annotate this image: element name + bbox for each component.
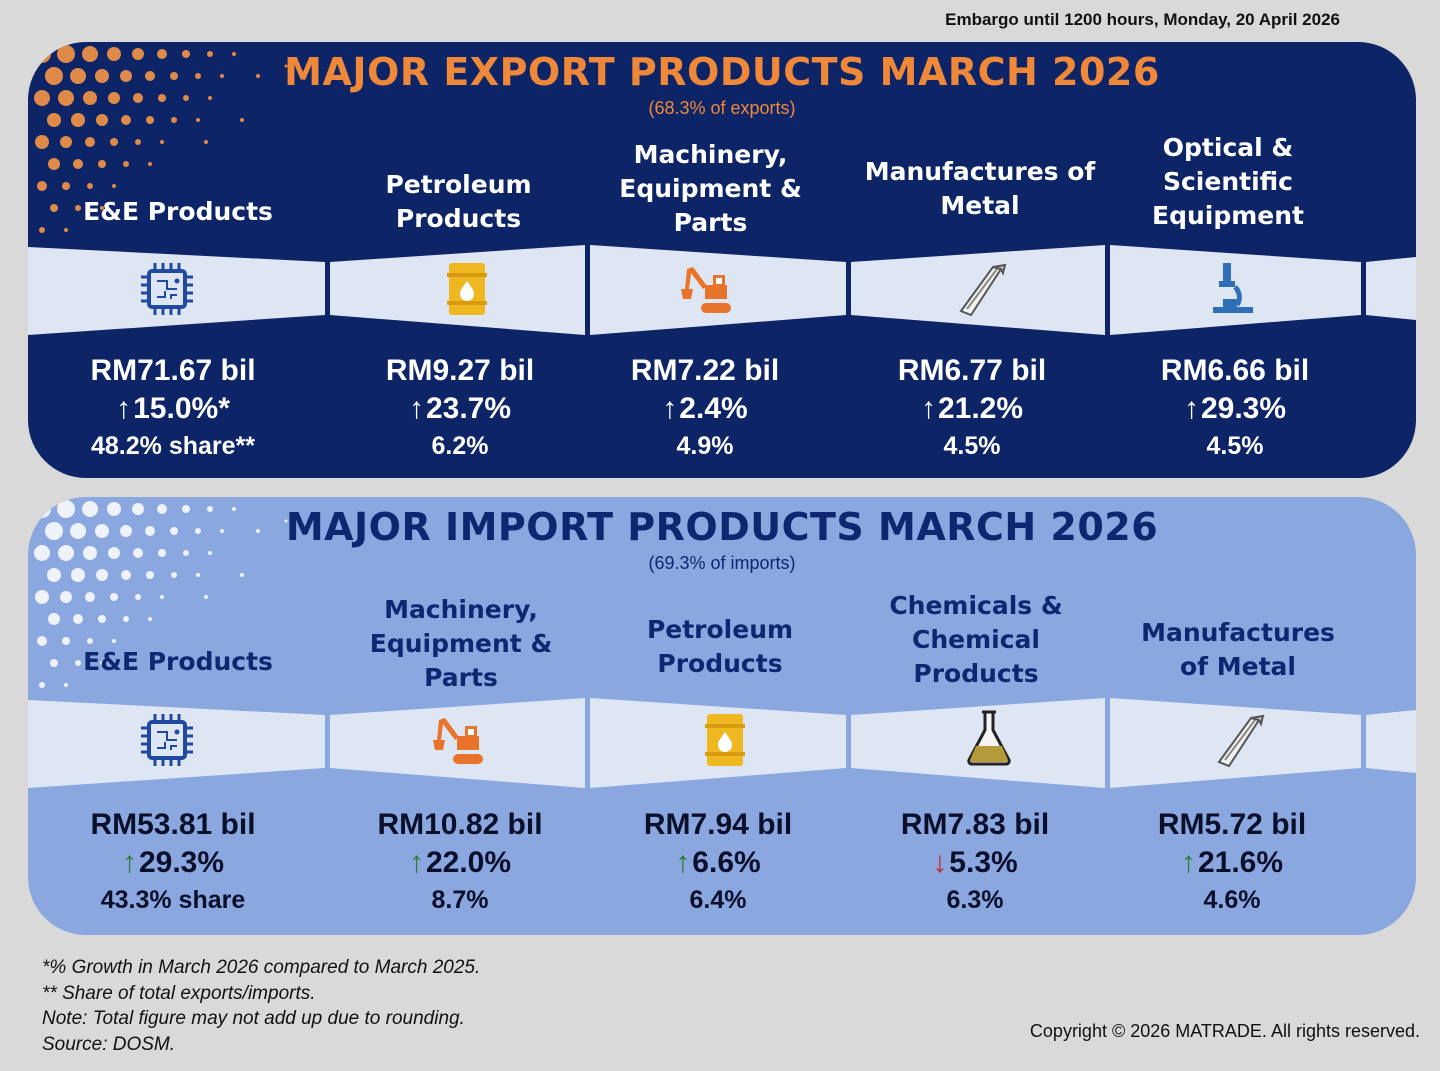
import-category-5: Manufactures of Metal [1141,618,1335,681]
growth: ↑23.7% [408,392,512,425]
share: 48.2% share** [90,432,255,460]
up-arrow-icon: ↑ [920,392,936,425]
import-category-1: E&E Products [83,647,273,676]
metal-beam-icon [1217,714,1265,768]
up-arrow-icon: ↑ [662,392,678,425]
growth: ↑29.3% [1183,392,1287,425]
export-stats-1: RM71.67 bil ↑15.0%* 48.2% share** [43,352,303,464]
growth: ↑15.0%* [116,392,230,425]
value: RM10.82 bil [377,808,543,841]
import-stats-3: RM7.94 bil ↑6.6% 6.4% [588,806,848,918]
import-stats-5: RM5.72 bil ↑21.6% 4.6% [1102,806,1362,918]
up-arrow-icon: ↑ [121,846,137,879]
export-stats-4: RM6.77 bil ↑21.2% 4.5% [842,352,1102,464]
decorative-dots [33,500,288,688]
microchip-icon [141,714,193,766]
export-stats-2: RM9.27 bil ↑23.7% 6.2% [330,352,590,464]
import-panel: MAJOR IMPORT PRODUCTS MARCH 2026 (69.3% … [28,497,1416,935]
export-icon-band [28,245,1416,335]
up-arrow-icon: ↑ [408,846,424,879]
value: RM53.81 bil [90,808,256,841]
excavator-icon [433,718,483,764]
share: 4.9% [676,432,734,460]
oil-barrel-icon [447,263,487,315]
footnote-share: ** Share of total exports/imports. [42,982,316,1004]
up-arrow-icon: ↑ [116,392,132,425]
share: 8.7% [431,886,489,914]
growth: ↑6.6% [675,846,761,879]
value: RM5.72 bil [1157,808,1307,841]
import-stats-2: RM10.82 bil ↑22.0% 8.7% [330,806,590,918]
share: 6.3% [946,886,1004,914]
value: RM71.67 bil [90,354,256,387]
value: RM6.77 bil [897,354,1047,387]
export-title: MAJOR EXPORT PRODUCTS MARCH 2026 [284,50,1160,94]
share: 4.5% [943,432,1001,460]
import-category-4: Chemicals & Chemical Products [889,591,1063,688]
footnote-rounding: Note: Total figure may not add up due to… [42,1008,465,1029]
metal-beam-icon [959,263,1007,317]
up-arrow-icon: ↑ [1180,846,1196,879]
share: 4.5% [1206,432,1264,460]
export-stats-5: RM6.66 bil ↑29.3% 4.5% [1105,352,1365,464]
down-arrow-icon: ↓ [932,846,948,879]
share: 6.4% [689,886,747,914]
footnotes: *% Growth in March 2026 compared to Marc… [42,955,480,1057]
export-category-3: Machinery, Equipment & Parts [619,140,802,237]
export-panel: MAJOR EXPORT PRODUCTS MARCH 2026 (68.3% … [28,42,1416,478]
import-title: MAJOR IMPORT PRODUCTS MARCH 2026 [285,505,1159,549]
copyright: Copyright © 2026 MATRADE. All rights res… [1029,1021,1420,1041]
microchip-icon [141,263,193,315]
microscope-icon [1213,263,1253,313]
share: 4.6% [1203,886,1261,914]
flask-icon [967,710,1011,766]
import-stats-1: RM53.81 bil ↑29.3% 43.3% share [43,806,303,918]
up-arrow-icon: ↑ [675,846,691,879]
value: RM6.66 bil [1160,354,1310,387]
growth: ↑2.4% [662,392,748,425]
growth: ↑22.0% [408,846,512,879]
growth: ↓5.3% [932,846,1018,879]
export-category-1: E&E Products [83,197,273,226]
export-stats-3: RM7.22 bil ↑2.4% 4.9% [575,352,835,464]
import-category-3: Petroleum Products [646,615,794,678]
import-stats-4: RM7.83 bil ↓5.3% 6.3% [845,806,1105,918]
import-category-2: Machinery, Equipment & Parts [369,595,553,692]
up-arrow-icon: ↑ [408,392,424,425]
footnote-source: Source: DOSM. [42,1033,176,1055]
import-subtitle: (69.3% of imports) [648,553,796,573]
footnote-growth: *% Growth in March 2026 compared to Marc… [42,957,481,978]
value: RM7.94 bil [643,808,793,841]
share: 43.3% share [100,886,246,914]
growth: ↑21.6% [1180,846,1284,879]
share: 6.2% [431,432,489,460]
growth: ↑21.2% [920,392,1024,425]
export-category-5: Optical & Scientific Equipment [1152,133,1304,230]
value: RM9.27 bil [385,354,535,387]
value: RM7.22 bil [630,354,780,387]
decorative-dots [33,45,288,233]
export-category-4: Manufactures of Metal [864,157,1096,220]
export-category-2: Petroleum Products [385,170,532,233]
value: RM7.83 bil [900,808,1050,841]
excavator-icon [681,267,731,313]
export-subtitle: (68.3% of exports) [648,98,796,118]
embargo-notice: Embargo until 1200 hours, Monday, 20 Apr… [945,10,1340,29]
growth: ↑29.3% [121,846,225,879]
up-arrow-icon: ↑ [1183,392,1199,425]
oil-barrel-icon [705,714,745,766]
